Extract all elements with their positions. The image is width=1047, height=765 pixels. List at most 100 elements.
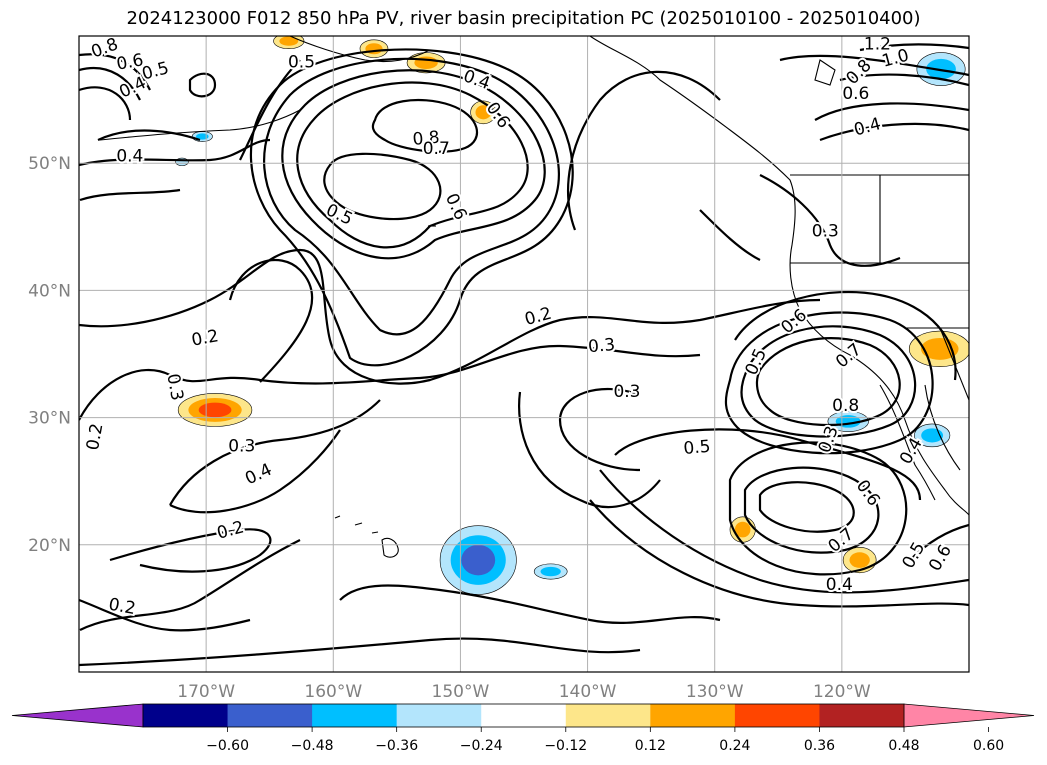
contour-line <box>599 469 969 594</box>
map-background <box>79 36 969 672</box>
colorbar-tick-label: 0.24 <box>719 738 750 754</box>
contour-line <box>228 258 314 383</box>
contour-line <box>614 428 922 501</box>
contour-label: 0.3 <box>587 335 616 357</box>
contour-line <box>839 73 969 87</box>
colorbar-segment <box>819 704 905 727</box>
lon-tick-label: 120°W <box>813 682 871 702</box>
lon-tick-label: 140°W <box>559 682 617 702</box>
colorbar-segment <box>227 704 313 727</box>
contour-line <box>109 528 272 573</box>
contour-label: 0.4 <box>826 575 853 595</box>
coastlines <box>99 36 969 558</box>
colorbar-tick-label: −0.12 <box>544 738 587 754</box>
contour-line <box>323 152 442 221</box>
precip-patch <box>198 402 232 418</box>
island-group <box>814 59 836 86</box>
contour-label: 0.5 <box>683 437 712 459</box>
contour-line <box>79 67 141 101</box>
contour-line <box>728 441 908 576</box>
colorbar-frame <box>142 703 905 728</box>
colorbar-segment <box>312 704 398 727</box>
map-gridlines <box>79 36 969 672</box>
contour-line <box>567 70 721 231</box>
gulf-coast <box>924 384 961 471</box>
aleutian-arc <box>99 109 301 141</box>
colorbar-tick-label: −0.48 <box>291 738 334 754</box>
contour-line <box>743 466 880 554</box>
precip-patch <box>849 552 870 568</box>
colorbar-segment <box>650 704 736 727</box>
contour-line <box>758 481 855 533</box>
contour-line <box>759 174 901 267</box>
colorbar-tick-label: 0.36 <box>804 738 835 754</box>
colorbar-segment <box>396 704 482 727</box>
colorbar-tick-label: 0.48 <box>888 738 919 754</box>
precip-patch <box>461 544 496 576</box>
pv-contours <box>79 43 969 667</box>
baja-coast <box>879 384 936 501</box>
contour-line <box>734 290 957 381</box>
lat-tick-label: 20°N <box>28 536 71 556</box>
hawaii-island <box>354 522 363 526</box>
contour-line <box>79 138 271 167</box>
contour-line <box>79 598 251 632</box>
contour-line <box>79 344 701 421</box>
contour-line <box>79 539 301 631</box>
contour-line <box>909 523 969 561</box>
colorbar-tick-label: 0.60 <box>973 738 1004 754</box>
latitude-labels: 50°N 40°N 30°N 20°N <box>28 154 71 556</box>
precip-patch <box>734 521 751 538</box>
state-border <box>939 327 969 401</box>
contour-label: 0.3 <box>228 437 255 457</box>
hawaii-island <box>371 531 379 534</box>
colorbar-extend-high <box>903 703 1035 728</box>
contour-label: 0.7 <box>423 139 450 159</box>
map-frame <box>78 35 970 673</box>
contour-label: 0.8 <box>412 128 441 150</box>
contour-line <box>558 387 641 472</box>
contour-line <box>755 337 901 427</box>
contour-label: 0.4 <box>116 147 143 167</box>
precip-patch <box>540 566 561 577</box>
colorbar: −0.60 −0.48 −0.36 −0.24 −0.12 0.12 0.24 0.36 0.4… <box>11 703 1035 754</box>
contour-line <box>518 391 661 509</box>
colorbar-segment <box>734 704 820 727</box>
contour-line <box>589 499 969 608</box>
precip-patch <box>475 105 492 120</box>
contour-line <box>79 188 181 202</box>
colorbar-segment <box>143 704 229 727</box>
contour-line <box>79 53 151 91</box>
hawaii-island <box>334 515 341 519</box>
contour-line <box>371 98 478 153</box>
lat-tick-label: 50°N <box>28 154 71 174</box>
contour-line <box>296 81 529 249</box>
contour-line <box>188 72 217 98</box>
contour-line <box>819 122 969 142</box>
contour-line <box>699 209 761 261</box>
contour-line <box>814 102 969 121</box>
alaska-coast <box>289 36 431 63</box>
contour-label: 0.6 <box>842 84 869 104</box>
contour-line <box>79 248 821 385</box>
lon-tick-label: 170°W <box>177 682 235 702</box>
colorbar-tick-label: −0.36 <box>375 738 418 754</box>
contour-label: 0.2 <box>190 326 220 350</box>
colorbar-tick-label: −0.60 <box>206 738 249 754</box>
colorbar-extend-low <box>11 703 144 728</box>
colorbar-tick-label: 0.12 <box>635 738 666 754</box>
hawaii-island <box>381 537 399 558</box>
contour-label: 0.2 <box>83 422 107 452</box>
contour-line <box>79 637 641 667</box>
colorbar-tick-label: −0.24 <box>460 738 503 754</box>
contour-label: 1.2 <box>864 35 891 55</box>
precip-patch <box>921 428 944 443</box>
map-title: 2024123000 F012 850 hPa PV, river basin … <box>126 8 921 29</box>
lon-tick-label: 150°W <box>432 682 490 702</box>
contour-label: 0.3 <box>613 382 640 402</box>
contour-line <box>263 57 560 336</box>
contour-label: 0.3 <box>812 222 839 242</box>
lat-tick-label: 30°N <box>28 409 71 429</box>
lat-tick-label: 40°N <box>28 281 71 301</box>
